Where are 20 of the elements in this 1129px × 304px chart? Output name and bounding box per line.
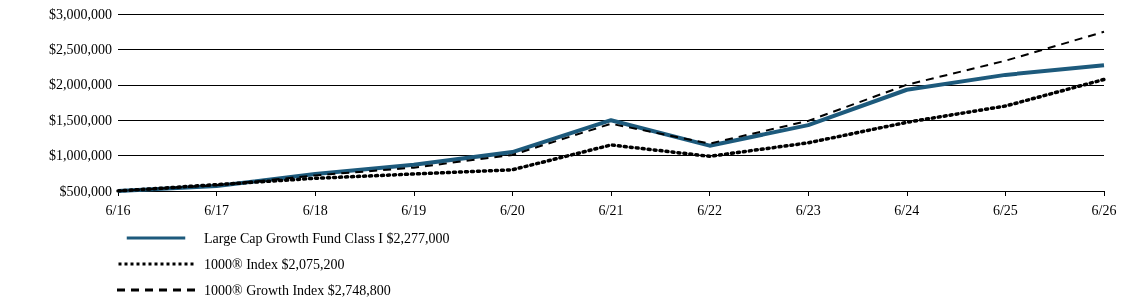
legend-label: 1000® Index $2,075,200	[204, 256, 345, 272]
y-tick-label: $3,000,000	[49, 6, 112, 22]
x-tick-label: 6/24	[894, 202, 920, 218]
y-tick-label: $1,500,000	[49, 112, 112, 128]
x-tick-label: 6/25	[992, 202, 1018, 218]
x-tick-label: 6/22	[697, 202, 723, 218]
y-tick-label: $500,000	[59, 183, 112, 199]
x-tick-label: 6/23	[795, 202, 821, 218]
y-tick-label: $1,000,000	[49, 148, 112, 164]
x-tick-label: 6/19	[401, 202, 427, 218]
y-tick-label: $2,500,000	[49, 41, 112, 57]
x-tick-label: 6/21	[598, 202, 624, 218]
x-tick-label: 6/17	[204, 202, 230, 218]
legend-label: Large Cap Growth Fund Class I $2,277,000	[204, 230, 450, 246]
x-tick-label: 6/20	[499, 202, 525, 218]
x-tick-label: 6/16	[105, 202, 131, 218]
x-tick-label: 6/18	[302, 202, 328, 218]
y-tick-label: $2,000,000	[49, 77, 112, 93]
x-tick-label: 6/26	[1091, 202, 1117, 218]
legend-label: 1000® Growth Index $2,748,800	[204, 282, 391, 298]
